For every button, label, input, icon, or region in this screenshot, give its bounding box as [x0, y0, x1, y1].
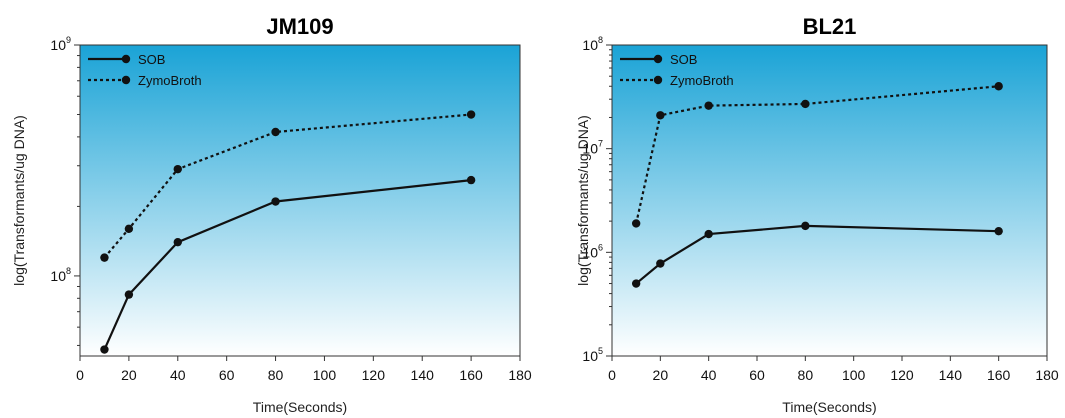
y-tick-label: 108 — [50, 266, 71, 284]
data-point-sob — [656, 259, 665, 268]
data-point-sob — [124, 290, 134, 299]
x-tick-label: 120 — [890, 367, 914, 383]
legend-entry: SOB — [670, 52, 697, 67]
x-tick-label: 180 — [1035, 367, 1059, 383]
data-point-sob — [994, 226, 1003, 236]
data-point-sob — [271, 197, 280, 206]
y-axis-label: log(Transformants/ug DNA) — [575, 115, 591, 286]
y-tick-exponent: 8 — [66, 266, 71, 276]
series-line-zymobroth — [635, 85, 999, 224]
y-tick-label: 105 — [582, 346, 603, 364]
data-point-zymobroth — [271, 127, 280, 137]
data-point-sob — [173, 237, 182, 247]
plot-background — [612, 45, 1047, 356]
x-tick-label: 100 — [313, 367, 337, 383]
y-tick-base: 10 — [582, 141, 598, 157]
y-tick-base: 10 — [50, 37, 66, 53]
y-tick-base: 10 — [582, 348, 598, 364]
legend-entry: SOB — [138, 52, 165, 67]
y-tick-exponent: 7 — [598, 139, 603, 149]
plot-frame — [611, 44, 1048, 357]
x-tick-label: 40 — [701, 367, 717, 383]
data-point-zymobroth — [100, 253, 109, 262]
data-point-zymobroth — [656, 111, 665, 120]
y-tick-exponent: 5 — [598, 346, 603, 356]
data-point-zymobroth — [994, 82, 1003, 91]
y-tick-label: 109 — [50, 35, 71, 53]
y-tick-label: 106 — [582, 242, 603, 260]
plot-background — [80, 45, 520, 356]
data-point-sob — [466, 175, 476, 185]
y-tick-base: 10 — [582, 244, 598, 260]
y-axis-label: log(Transformants/ug DNA) — [11, 115, 27, 286]
legend-swatch-marker — [121, 75, 131, 85]
x-tick-label: 40 — [170, 367, 186, 383]
plot-frame — [79, 44, 521, 357]
data-point-zymobroth — [801, 99, 810, 109]
legend-swatch-marker — [653, 54, 663, 64]
y-tick-base: 10 — [582, 37, 598, 53]
y-tick-base: 10 — [50, 268, 66, 284]
data-point-zymobroth — [124, 224, 134, 233]
x-tick-label: 60 — [219, 367, 235, 383]
x-axis-label: Time(Seconds) — [253, 399, 347, 415]
data-point-zymobroth — [173, 164, 182, 174]
x-tick-label: 160 — [987, 367, 1011, 383]
legend-entry: ZymoBroth — [138, 73, 202, 88]
x-tick-label: 0 — [76, 367, 84, 383]
y-tick-label: 108 — [582, 35, 603, 53]
x-tick-label: 60 — [749, 367, 765, 383]
x-tick-label: 0 — [608, 367, 616, 383]
x-tick-label: 100 — [842, 367, 866, 383]
x-tick-label: 140 — [939, 367, 963, 383]
data-point-sob — [704, 229, 713, 239]
x-tick-label: 80 — [798, 367, 814, 383]
data-point-sob — [631, 279, 641, 288]
data-point-zymobroth — [704, 101, 713, 110]
legend-swatch-marker — [653, 75, 663, 85]
chart-title: BL21 — [803, 14, 857, 39]
y-tick-exponent: 9 — [66, 35, 71, 45]
legend-entry: ZymoBroth — [670, 73, 734, 88]
x-tick-label: 20 — [653, 367, 669, 383]
x-tick-label: 120 — [362, 367, 386, 383]
x-tick-label: 20 — [121, 367, 137, 383]
x-axis-label: Time(Seconds) — [782, 399, 876, 415]
y-tick-label: 107 — [582, 139, 603, 157]
data-point-zymobroth — [631, 219, 641, 228]
legend-swatch-marker — [121, 54, 131, 64]
data-point-zymobroth — [466, 110, 476, 119]
data-point-sob — [100, 345, 109, 354]
chart-title: JM109 — [266, 14, 333, 39]
y-tick-exponent: 8 — [598, 35, 603, 45]
y-tick-exponent: 6 — [598, 242, 603, 252]
x-tick-label: 180 — [508, 367, 532, 383]
x-tick-label: 140 — [411, 367, 435, 383]
x-tick-label: 80 — [268, 367, 284, 383]
data-point-sob — [801, 221, 810, 231]
x-tick-label: 160 — [459, 367, 483, 383]
